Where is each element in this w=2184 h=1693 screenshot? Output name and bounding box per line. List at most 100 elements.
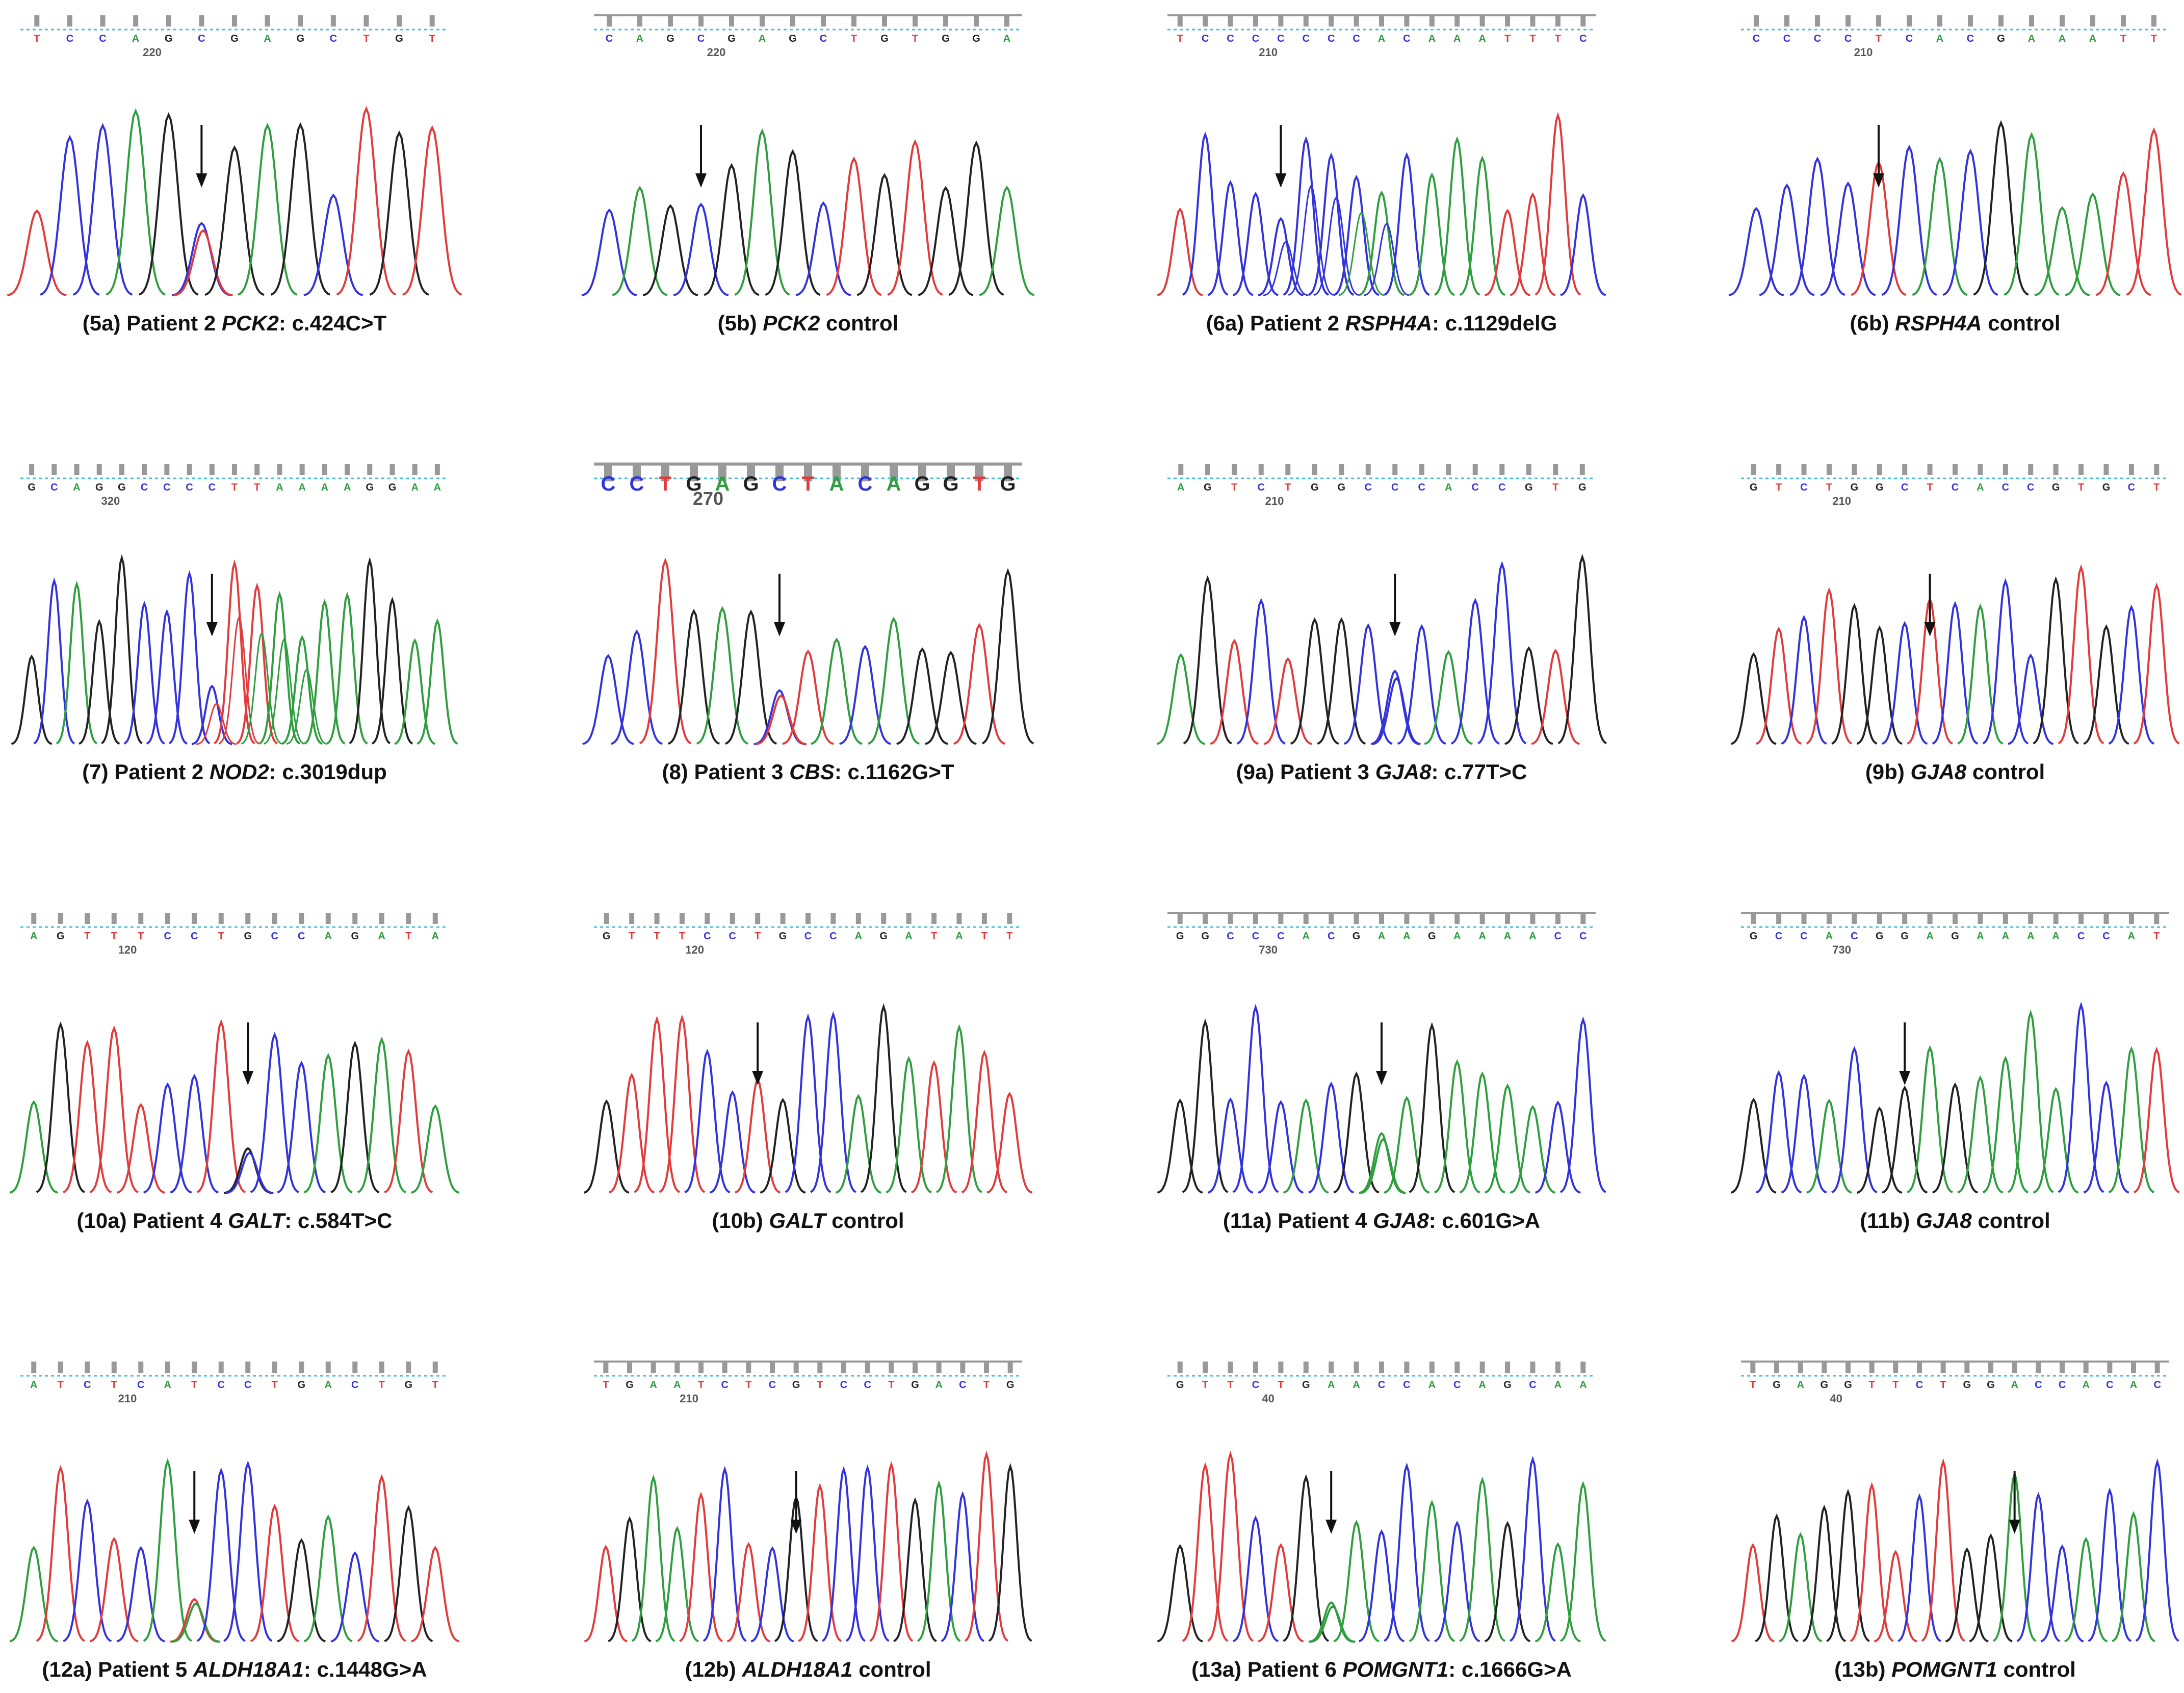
ruler-tick <box>406 913 411 924</box>
ruler-tick <box>1751 464 1756 475</box>
ruler-tick <box>1177 913 1183 924</box>
peak-C <box>795 201 851 296</box>
base-call-letter: T <box>679 931 685 942</box>
base-call-letter: C <box>1967 33 1974 44</box>
base-call-letter: T <box>1552 482 1558 493</box>
position-label: 270 <box>693 488 723 509</box>
ruler-tick <box>1530 15 1536 27</box>
peak-G <box>2083 624 2129 745</box>
peak-G <box>893 1497 937 1643</box>
base-call-letter: C <box>198 33 205 44</box>
base-call-letter: C <box>729 931 736 942</box>
base-call-letter: T <box>1892 1379 1899 1391</box>
panel-caption: (10a) Patient 4 GALT: c.584T>C <box>76 1209 393 1233</box>
peak-G <box>101 554 143 745</box>
base-call-letter: G <box>789 33 797 44</box>
ruler-tick <box>1876 15 1881 27</box>
ruler-tick <box>865 1362 870 1373</box>
peak-G <box>1157 1544 1203 1643</box>
base-call-letter: A <box>1977 482 1984 493</box>
position-label: 210 <box>1265 495 1284 507</box>
peak-C <box>1370 669 1419 746</box>
peak-T <box>1874 1550 1917 1643</box>
base-call-letter: G <box>1503 1379 1512 1391</box>
base-call-letter: G <box>1353 931 1361 942</box>
peak-T <box>1806 587 1853 745</box>
base-call-letter: G <box>2102 482 2111 493</box>
peak-T <box>1182 1462 1229 1642</box>
base-call-letter: G <box>1006 1379 1015 1391</box>
ruler-tick <box>1988 1362 1993 1373</box>
base-call-letter: G <box>230 33 239 44</box>
overlap-peak-A <box>241 631 282 745</box>
variant-arrow-head <box>1389 622 1401 636</box>
base-call-letter: G <box>388 482 397 493</box>
base-call-letter: T <box>629 931 635 942</box>
ruler-tick <box>1774 1362 1779 1373</box>
peak-T <box>336 106 397 296</box>
base-call-letter: A <box>1445 482 1452 493</box>
peak-A <box>56 580 98 745</box>
ruler-tick <box>1203 15 1208 27</box>
peak-T <box>659 1014 706 1193</box>
ruler-tick <box>397 15 402 27</box>
peak-A <box>106 108 166 296</box>
peak-G <box>2033 576 2079 745</box>
ruler-tick <box>138 1362 144 1373</box>
base-call-letter: C <box>1498 482 1505 493</box>
peak-A <box>2065 192 2121 296</box>
base-call-letter: C <box>858 473 873 495</box>
position-label: 40 <box>1830 1392 1842 1405</box>
base-call-letter: T <box>931 931 937 942</box>
base-call-letter: A <box>1579 1379 1587 1391</box>
peak-T <box>384 1048 433 1194</box>
base-call-letter: C <box>804 931 812 942</box>
ruler-tick <box>1303 1362 1309 1373</box>
variant-arrow-head <box>1275 173 1287 188</box>
base-call-letter: T <box>851 33 857 44</box>
position-label: 210 <box>1259 46 1278 59</box>
base-call-letter: C <box>1391 482 1398 493</box>
peak-C <box>839 645 891 745</box>
chromatogram-trace: G C C A C G G A G A A A A C C A T 730 <box>1730 912 2180 1194</box>
base-call-letter: G <box>743 473 759 495</box>
base-call-letter: G <box>1997 33 2005 44</box>
peak-C <box>1358 1529 1405 1643</box>
base-call-letter: A <box>434 482 441 493</box>
ruler-tick <box>379 913 384 924</box>
peak-G <box>1831 603 1878 745</box>
peak-C <box>1560 193 1606 296</box>
peak-C <box>1932 601 1979 745</box>
peak-A <box>304 599 346 745</box>
base-call-letter: T <box>654 931 660 942</box>
ruler-tick <box>187 464 192 475</box>
ruler-tick <box>1877 464 1882 475</box>
base-call-letter: T <box>111 1379 117 1391</box>
base-call-letter: C <box>697 33 705 44</box>
chromatogram-trace: T G A A T C T C G T C C T G A C T G 210 <box>584 1361 1032 1643</box>
ruler-tick <box>245 913 251 924</box>
base-call-letter: A <box>321 482 328 493</box>
ruler-tick <box>654 913 660 924</box>
peak-A <box>612 186 668 296</box>
base-call-letter: C <box>1554 931 1562 942</box>
base-call-letter: A <box>673 1379 681 1391</box>
base-call-letter: A <box>1177 482 1184 493</box>
ruler-tick <box>1553 464 1558 475</box>
ruler-tick <box>58 913 63 924</box>
ruler-tick <box>2012 1362 2017 1373</box>
ruler-tick <box>74 464 80 475</box>
peak-A <box>1459 1476 1505 1642</box>
ruler-tick <box>1329 1362 1334 1373</box>
base-call-letter: C <box>1579 931 1587 942</box>
base-call-letter: C <box>1378 1379 1385 1391</box>
base-call-letter: C <box>244 1379 251 1391</box>
peak-T <box>887 139 943 296</box>
variant-arrow-head <box>242 1071 254 1085</box>
base-call-letter: A <box>1453 33 1461 44</box>
base-call-letter: G <box>1311 482 1319 493</box>
base-call-letter: C <box>1252 1379 1259 1391</box>
base-call-letter: C <box>141 482 148 493</box>
